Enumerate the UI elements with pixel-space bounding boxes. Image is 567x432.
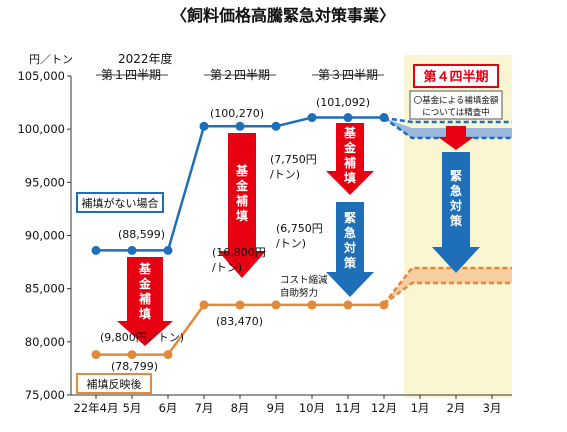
legend-after-subsidy-label: 補填反映後 xyxy=(87,377,142,391)
data-point xyxy=(91,245,101,255)
label-p1-gap: (9,800円／トン) xyxy=(100,331,184,344)
data-point xyxy=(271,300,281,310)
x-tick-label: 1月 xyxy=(411,401,430,415)
label-p3-gap1-1: (7,750円 xyxy=(270,153,317,166)
kinkyu-arrow-q3-text: 緊急対策 xyxy=(343,210,357,270)
data-point xyxy=(307,300,317,310)
x-tick-label: 2月 xyxy=(447,401,466,415)
y-tick-label: 95,000 xyxy=(25,175,65,189)
legend-no-subsidy-label: 補填がない場合 xyxy=(82,196,159,210)
kikin-arrow-q2: 基金補填 xyxy=(218,133,266,278)
x-ticks: 22年4月 5月 6月 7月 8月 9月 10月 11月 12月 1月 2月 3月 xyxy=(74,395,502,415)
label-p2-low: (83,470) xyxy=(216,315,263,328)
period-label-3: 第３四半期 xyxy=(318,68,378,82)
kikin-arrow-q1-text: 基金補填 xyxy=(138,261,152,321)
y-tick-label: 90,000 xyxy=(25,229,65,243)
label-p1-low: (78,799) xyxy=(111,360,158,373)
data-point xyxy=(127,245,137,255)
x-tick-label: 5月 xyxy=(123,401,142,415)
data-point xyxy=(343,300,353,310)
data-point xyxy=(163,350,173,360)
data-point xyxy=(127,350,137,360)
x-tick-label: 12月 xyxy=(371,401,397,415)
kikin-arrow-q1: 基金補填 xyxy=(117,257,173,346)
q4-orange-band xyxy=(383,266,512,305)
data-point xyxy=(379,300,389,310)
label-p3-gap2-1: (6,750円 xyxy=(276,222,323,235)
chart-title: 〈飼料価格高騰緊急対策事業〉 xyxy=(171,6,395,25)
x-tick-label: 22年4月 xyxy=(74,401,119,415)
x-tick-label: 11月 xyxy=(335,401,361,415)
data-point xyxy=(343,113,353,123)
label-cost-1: コスト縮減 xyxy=(280,274,328,286)
data-point xyxy=(271,121,281,131)
kinkyu-arrow-q4: 緊急対策 xyxy=(432,152,480,273)
label-p2-high: (100,270) xyxy=(210,107,264,120)
legend-after-subsidy: 補填反映後 xyxy=(76,373,152,394)
label-cost-2: 自助努力 xyxy=(280,287,318,299)
q4-label-box xyxy=(413,64,499,88)
label-p1-high: (88,599) xyxy=(118,228,165,241)
x-tick-label: 6月 xyxy=(159,401,178,415)
x-tick-label: 3月 xyxy=(483,401,502,415)
data-point xyxy=(199,121,209,131)
data-point xyxy=(91,350,101,360)
period-label-1: 第１四半期 xyxy=(101,68,161,82)
q4-label: 第４四半期 xyxy=(423,69,488,85)
y-axis-label: 円／トン xyxy=(29,53,73,66)
label-p2-gap-2: /トン) xyxy=(212,261,242,274)
y-ticks: 75,000 80,000 85,000 90,000 95,000 100,000 105… xyxy=(17,69,71,402)
label-p2-gap-1: (16,800円 xyxy=(212,246,266,259)
label-p3-gap1-2: /トン) xyxy=(270,168,300,181)
data-point xyxy=(235,121,245,131)
kikin-arrow-q4 xyxy=(438,126,474,150)
x-tick-label: 9月 xyxy=(267,401,286,415)
kikin-arrow-q3: 基金補填 xyxy=(326,123,374,195)
y-tick-label: 85,000 xyxy=(25,282,65,296)
data-point xyxy=(379,113,389,123)
y-tick-label: 75,000 xyxy=(25,388,65,402)
year-label: 2022年度 xyxy=(118,51,173,66)
data-point xyxy=(163,245,173,255)
x-tick-label: 8月 xyxy=(231,401,250,415)
legend-no-subsidy: 補填がない場合 xyxy=(76,192,164,213)
data-point xyxy=(235,300,245,310)
x-tick-label: 10月 xyxy=(299,401,325,415)
period-labels: 第１四半期 第２四半期 第３四半期 xyxy=(96,68,384,82)
q4-note-line2: については精査中 xyxy=(422,107,490,118)
y-tick-label: 105,000 xyxy=(17,69,65,83)
period-label-2: 第２四半期 xyxy=(210,68,270,82)
data-point xyxy=(199,300,209,310)
kikin-arrow-q2-text: 基金補填 xyxy=(235,163,249,223)
kinkyu-arrow-q4-text: 緊急対策 xyxy=(449,168,463,228)
y-tick-label: 100,000 xyxy=(17,122,65,136)
label-p3-high: (101,092) xyxy=(316,96,370,109)
x-tick-label: 7月 xyxy=(195,401,214,415)
kikin-arrow-q3-text: 基金補填 xyxy=(343,125,357,185)
data-point xyxy=(307,113,317,123)
y-tick-label: 80,000 xyxy=(25,335,65,349)
label-p3-gap2-2: /トン) xyxy=(276,237,306,250)
q4-note-box xyxy=(409,90,503,120)
series-layer xyxy=(91,113,389,360)
q4-note-line1: 〇基金による補填金額 xyxy=(414,95,499,106)
kinkyu-arrow-q3: 緊急対策 xyxy=(326,202,374,297)
